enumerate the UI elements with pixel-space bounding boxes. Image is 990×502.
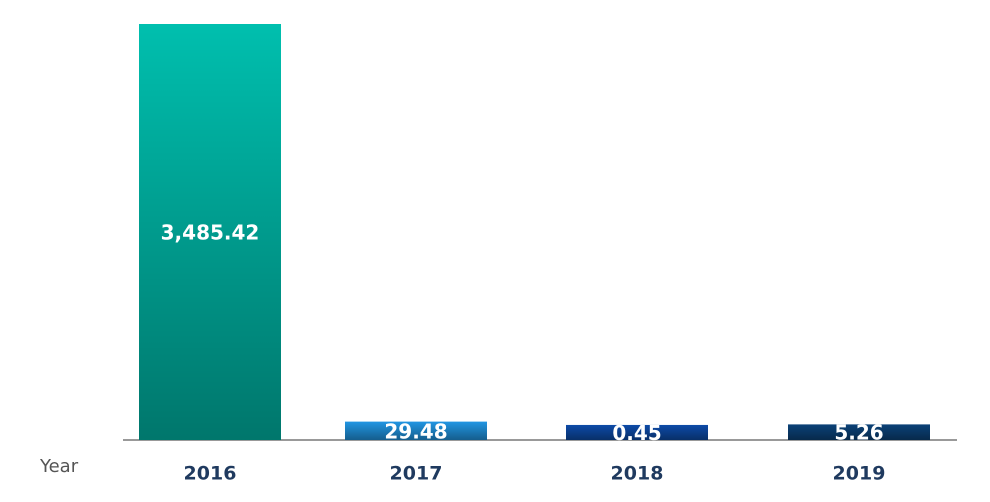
bar-shade [566, 424, 708, 440]
value-label: 3,485.42 [161, 221, 260, 245]
bar-shade [139, 24, 281, 440]
value-label: 29.48 [384, 419, 447, 443]
bar-shade [345, 421, 487, 440]
x-tick-label: 2017 [390, 463, 443, 485]
x-tick-label: 2019 [833, 463, 886, 485]
bar-shade [788, 424, 930, 440]
x-tick-label: 2018 [611, 463, 664, 485]
x-axis-label: Year [39, 456, 79, 477]
x-tick-label: 2016 [184, 463, 237, 485]
value-label: 0.45 [612, 421, 661, 445]
value-label: 5.26 [834, 421, 883, 445]
